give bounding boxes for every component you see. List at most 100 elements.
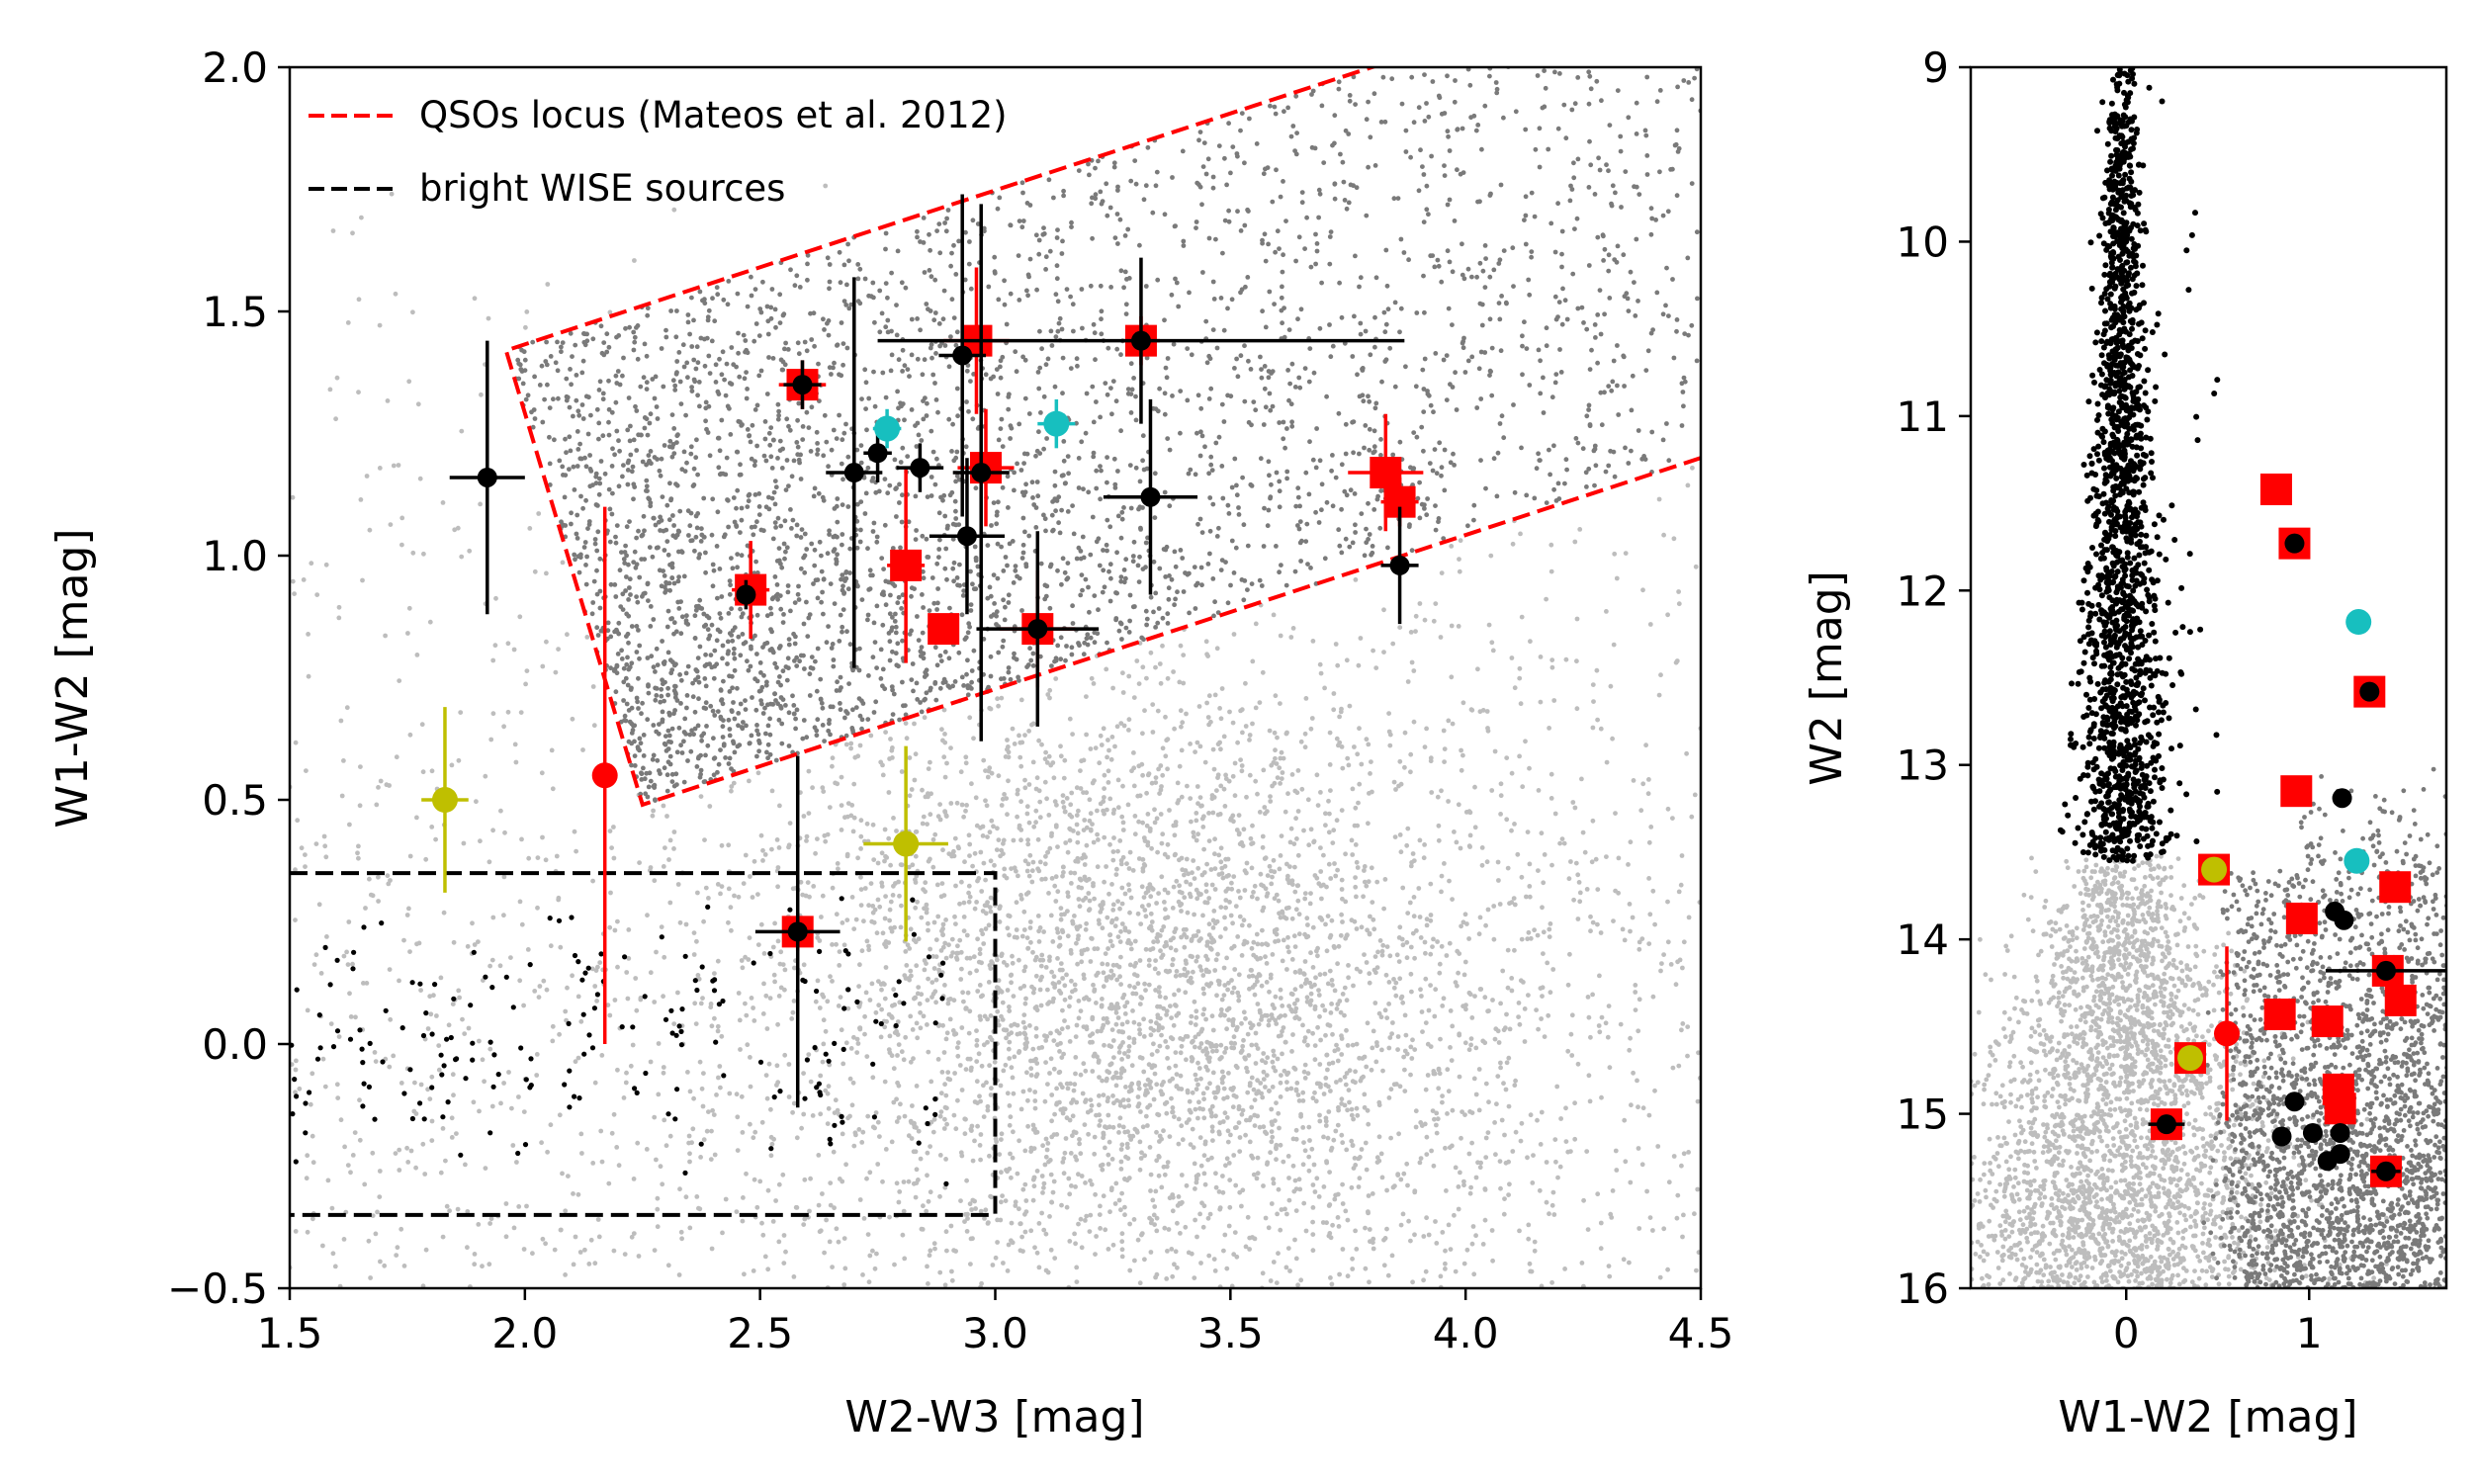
field-point (514, 1160, 519, 1165)
field-point (854, 1036, 860, 1042)
field-point (525, 947, 531, 952)
field-point (1292, 1178, 1298, 1183)
field-point (1292, 1067, 1298, 1072)
field-point (1165, 841, 1171, 847)
field-point (1283, 1012, 1287, 1018)
field-point (1431, 1069, 1437, 1074)
field-point (1084, 732, 1089, 738)
field-point (1087, 907, 1093, 913)
field-point (1207, 1055, 1212, 1061)
field-point (910, 862, 916, 868)
field-point (505, 709, 511, 715)
field-point (536, 511, 542, 516)
field-point (1236, 972, 1242, 978)
field-point (1178, 1073, 1184, 1079)
field-point (1233, 904, 1239, 909)
field-point (1589, 859, 1595, 865)
field-point (1097, 1093, 1102, 1098)
field-point (1279, 1033, 1283, 1038)
qso-point (1406, 257, 1411, 263)
field-point (1267, 728, 1273, 734)
field-point (798, 879, 804, 885)
field-point (1184, 711, 1189, 717)
field-point (1156, 1173, 1162, 1178)
field-point (1218, 1012, 1223, 1018)
field-point (728, 905, 734, 911)
field-point (1013, 1199, 1018, 1205)
field-point (1519, 614, 1525, 620)
field-point (1338, 709, 1344, 715)
field-point (859, 1140, 865, 1145)
field-point (935, 1057, 941, 1062)
field-point (1362, 1104, 1368, 1110)
field-point (1110, 849, 1116, 854)
field-point (804, 838, 809, 843)
field-point (1134, 1129, 1140, 1135)
field-point (1409, 1056, 1415, 1061)
field-point (999, 1137, 1004, 1142)
field-point (675, 990, 680, 996)
field-point (1213, 1113, 1218, 1119)
field-point (1439, 943, 1445, 949)
field-point (995, 696, 1000, 702)
field-point (1513, 1129, 1519, 1135)
field-point (850, 829, 856, 834)
field-point (1222, 1232, 1228, 1238)
field-point (1017, 1221, 1023, 1227)
field-point (1461, 1261, 1467, 1266)
field-point (1295, 768, 1301, 773)
qso-point (801, 621, 807, 627)
field-point (1035, 914, 1041, 918)
field-point (575, 994, 581, 1000)
field-point (1466, 1151, 1472, 1157)
field-point (1174, 1072, 1180, 1077)
qso-point (1144, 355, 1150, 361)
field-point (293, 867, 298, 873)
field-point (1626, 862, 1631, 867)
field-point (471, 1099, 477, 1105)
field-point (755, 770, 761, 776)
field-point (434, 1013, 439, 1018)
field-point (988, 966, 994, 971)
field-point (397, 978, 401, 984)
qso-point (995, 541, 1001, 547)
field-point (1266, 1225, 1272, 1231)
field-point (1646, 839, 1652, 845)
field-point (908, 1013, 914, 1019)
field-point (1073, 1055, 1079, 1060)
field-point (709, 1246, 715, 1252)
field-point (667, 900, 673, 906)
field-point (1273, 1118, 1278, 1123)
field-point (1535, 1117, 1540, 1123)
field-point (967, 715, 973, 721)
field-point (1033, 1056, 1038, 1062)
field-point (597, 960, 603, 965)
field-point (816, 1153, 822, 1158)
field-point (1484, 859, 1490, 865)
field-point (427, 994, 433, 1000)
field-point (661, 803, 666, 809)
field-point (1504, 1011, 1509, 1017)
field-point (1043, 853, 1048, 859)
field-point (896, 1042, 902, 1047)
field-point (1047, 687, 1053, 693)
field-point (1191, 969, 1195, 975)
field-point (413, 1165, 418, 1171)
field-point (1025, 861, 1031, 867)
field-point (1255, 1113, 1261, 1119)
field-point (1083, 1068, 1089, 1074)
field-point (1099, 1003, 1105, 1008)
field-point (1251, 939, 1257, 945)
field-point (1588, 1034, 1593, 1040)
field-point (1300, 1125, 1306, 1130)
field-point (1573, 860, 1579, 866)
field-point (1218, 1042, 1224, 1048)
field-point (329, 1205, 335, 1211)
field-point (1101, 799, 1106, 805)
field-point (834, 1226, 840, 1232)
field-point (1305, 922, 1310, 927)
field-point (1023, 1044, 1029, 1050)
field-point (1037, 799, 1043, 805)
field-point (1590, 992, 1595, 998)
field-point (877, 904, 883, 910)
